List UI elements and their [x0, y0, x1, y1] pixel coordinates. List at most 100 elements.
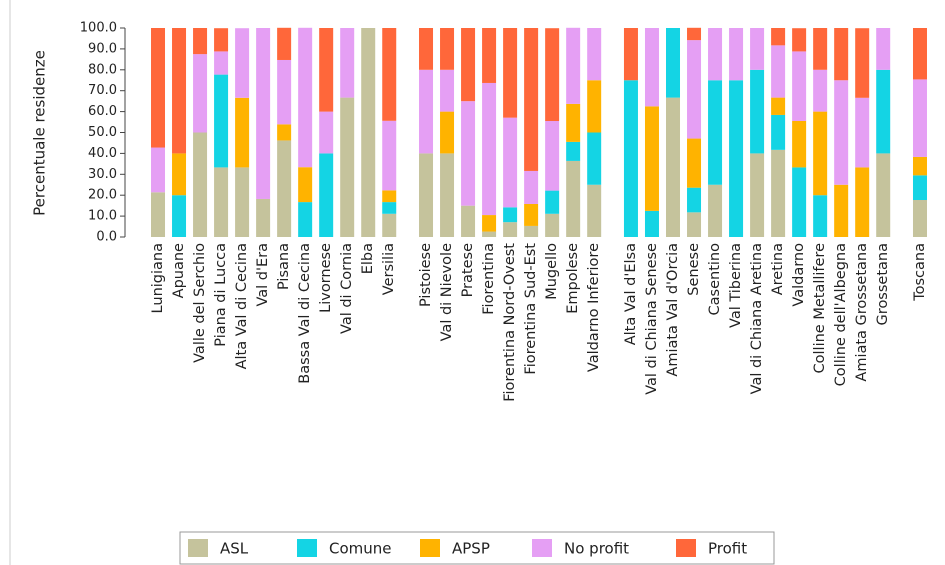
x-tick-label: Casentino [707, 243, 723, 316]
bar-segment [644, 28, 659, 107]
x-tick-label: Val di Cornia [339, 243, 355, 334]
x-tick-label: Alta Val di Cecina [234, 243, 250, 369]
bar-segment [912, 79, 927, 157]
x-tick-label: Amiata Val d'Orcia [665, 243, 681, 377]
legend-label: Profit [708, 540, 747, 558]
bar-segment [482, 28, 497, 83]
x-tick-label: Colline dell'Albegna [833, 243, 849, 386]
x-tick-label: Fiorentina Sud-Est [523, 243, 539, 375]
bar-segment [855, 28, 870, 98]
bar-segment [193, 28, 208, 55]
x-tick-label: Bassa Val di Cecina [297, 243, 313, 384]
x-tick-label: Val di Nievole [439, 243, 455, 341]
bar-segment [193, 54, 208, 133]
bar-segment [482, 82, 497, 216]
x-tick-label: Valle del Serchio [192, 243, 208, 363]
bar-segment [687, 212, 702, 237]
x-tick-label: Versilia [381, 243, 397, 295]
bar-segment [319, 28, 334, 112]
x-tick-label: Mugello [544, 243, 560, 300]
x-tick-label: Apuane [171, 243, 187, 298]
x-tick-label: Piana di Lucca [213, 243, 229, 347]
x-tick-label: Val Tiberina [728, 243, 744, 328]
bar-segment [382, 213, 397, 237]
bar-segment [382, 190, 397, 203]
bar-segment [771, 114, 786, 150]
bar-segment [813, 69, 828, 112]
x-tick-label: Elba [360, 243, 376, 274]
y-tick-label: 10.0 [88, 209, 117, 224]
bar-segment [524, 225, 539, 237]
bar-segment [214, 167, 229, 237]
x-tick-label: Alta Val d'Elsa [623, 243, 639, 345]
legend-label: APSP [452, 540, 490, 558]
bar-segment [666, 97, 681, 237]
bar-segment [708, 28, 723, 81]
bar-segment [235, 28, 250, 98]
bar-segment [419, 28, 434, 70]
bar-segment [792, 121, 807, 168]
x-tick-label: Empolese [565, 243, 581, 314]
bar-segment [382, 120, 397, 191]
bar-segment [172, 28, 187, 154]
bar-segment [340, 97, 355, 237]
x-tick-label: Val di Chiana Senese [644, 243, 660, 395]
bar-segment [792, 28, 807, 52]
bar-segment [298, 167, 313, 203]
bar-segment [277, 59, 292, 125]
legend-swatch [420, 539, 440, 557]
y-tick-label: 30.0 [88, 167, 117, 182]
bar-segment [256, 198, 271, 237]
bar-segment [277, 27, 292, 60]
x-tick-label: Pisana [276, 243, 292, 290]
legend-swatch [188, 539, 208, 557]
bar-segment [482, 215, 497, 232]
bar-segment [172, 195, 187, 237]
bar-segment [503, 117, 518, 208]
bar-segment [461, 205, 476, 237]
bar-segment [855, 97, 870, 168]
bar-segment [771, 149, 786, 237]
x-tick-label: Fiorentina Nord-Ovest [502, 243, 518, 402]
bar-segment [382, 202, 397, 214]
bar-segment [214, 74, 229, 168]
x-tick-label: Lunigiana [150, 243, 166, 313]
bar-segment [792, 51, 807, 122]
legend-swatch [676, 539, 696, 557]
y-tick-label: 0.0 [96, 230, 117, 245]
y-tick-label: 90.0 [88, 41, 117, 56]
bar-segment [214, 51, 229, 75]
bar-segment [524, 28, 539, 171]
y-tick-label: 40.0 [88, 146, 117, 161]
bar-segment [298, 202, 313, 237]
bar-segment [876, 153, 891, 237]
bar-segment [708, 80, 723, 185]
bar-segment [750, 69, 765, 154]
bar-segment [687, 187, 702, 213]
bar-segment [419, 69, 434, 154]
bar-segment [876, 28, 891, 70]
y-tick-label: 70.0 [88, 83, 117, 98]
bar-segment [587, 28, 602, 81]
bar-segment [729, 80, 744, 237]
bar-segment [623, 80, 638, 237]
bar-segment [813, 28, 828, 70]
bar-segment [440, 28, 455, 70]
x-tick-label: Livornese [318, 243, 334, 313]
bar-segment [151, 192, 166, 237]
legend-swatch [532, 539, 552, 557]
bar-segment [687, 40, 702, 139]
bar-segment [912, 28, 927, 80]
legend-swatch [297, 539, 317, 557]
bar-segment [771, 45, 786, 98]
bar-segment [382, 28, 397, 121]
x-tick-label: Fiorentina [481, 243, 497, 315]
bar-segment [623, 28, 638, 81]
bar-segment [361, 28, 376, 237]
bar-segment [524, 170, 539, 204]
y-axis-label: Percentuale residenze [31, 50, 49, 216]
x-tick-label: Val di Chiana Aretina [749, 243, 765, 394]
bar-segment [419, 153, 434, 237]
bar-segment [461, 28, 476, 102]
bar-segment [687, 138, 702, 188]
